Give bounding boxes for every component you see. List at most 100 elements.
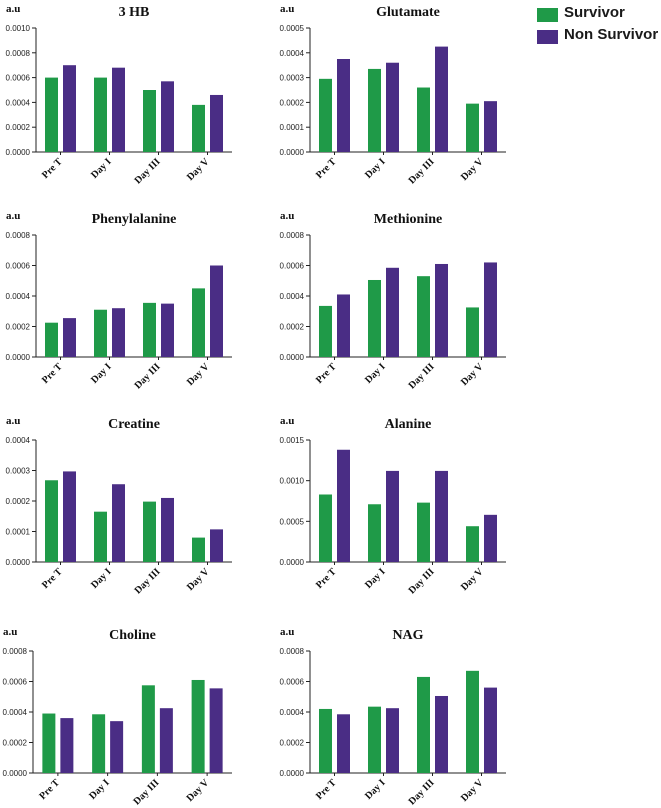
x-tick-label-creatine-day-iii: Day III (133, 566, 163, 596)
bar-3-hb-day-iii-non-survivor (161, 81, 174, 152)
y-tick-label-nag-4: 0.0008 (280, 647, 305, 656)
bar-glutamate-day-v-survivor (466, 103, 479, 152)
x-tick-label-creatine-pre-t: Pre T (40, 566, 65, 591)
x-tick-label-methionine-pre-t: Pre T (314, 361, 339, 386)
bar-alanine-day-v-survivor (466, 526, 479, 562)
y-tick-label-methionine-2: 0.0004 (280, 292, 305, 301)
x-tick-label-alanine-day-iii: Day III (407, 566, 437, 596)
x-tick-label-choline-day-v: Day V (185, 777, 212, 804)
y-tick-label-methionine-4: 0.0008 (280, 231, 305, 240)
y-unit-label-choline: a.u (3, 626, 17, 638)
y-tick-label-choline-1: 0.0002 (3, 739, 28, 748)
y-tick-label-alanine-1: 0.0005 (280, 517, 305, 526)
bar-glutamate-day-iii-non-survivor (435, 46, 448, 152)
y-unit-label-creatine: a.u (6, 415, 20, 427)
chart-title-choline: Choline (109, 628, 156, 643)
bar-phenylalanine-day-iii-survivor (143, 302, 156, 357)
y-unit-label-glutamate: a.u (280, 3, 294, 15)
y-tick-label-alanine-0: 0.0000 (280, 558, 305, 567)
chart-3-hb: 3 HB a.u 0.0000 0.0002 0.0004 0.0006 0.0008 0.0… (6, 3, 232, 186)
bar-creatine-day-i-survivor (94, 511, 107, 562)
chart-title-phenylalanine: Phenylalanine (92, 212, 177, 227)
y-tick-label-choline-4: 0.0008 (3, 647, 28, 656)
bar-choline-pre-t-survivor (42, 713, 56, 773)
x-tick-label-choline-day-iii: Day III (132, 777, 162, 807)
chart-alanine: Alanine a.u 0.0000 0.0005 0.0010 0.0015 Pre T D… (280, 415, 506, 596)
chart-phenylalanine: Phenylalanine a.u 0.0000 0.0002 0.0004 0.0006… (6, 210, 232, 391)
bar-choline-day-iii-survivor (141, 685, 155, 773)
y-tick-label-nag-2: 0.0004 (280, 708, 305, 717)
bar-nag-day-i-non-survivor (386, 708, 399, 773)
x-tick-label-alanine-pre-t: Pre T (314, 566, 339, 591)
chart-title-3-hb: 3 HB (119, 5, 150, 20)
bar-methionine-day-i-non-survivor (386, 267, 399, 357)
y-unit-label-nag: a.u (280, 626, 294, 638)
x-tick-label-glutamate-day-v: Day V (459, 156, 486, 183)
bar-phenylalanine-day-iii-non-survivor (161, 303, 174, 357)
bar-3-hb-pre-t-survivor (45, 77, 58, 152)
bar-methionine-day-v-non-survivor (484, 262, 497, 357)
bar-alanine-day-i-non-survivor (386, 470, 399, 562)
x-tick-label-phenylalanine-day-i: Day I (89, 361, 114, 386)
bar-glutamate-pre-t-non-survivor (337, 59, 350, 152)
bar-choline-day-i-non-survivor (110, 721, 124, 773)
y-tick-label-nag-0: 0.0000 (280, 769, 305, 778)
y-tick-label-glutamate-2: 0.0002 (280, 98, 305, 107)
bar-creatine-pre-t-non-survivor (63, 471, 76, 562)
chart-title-methionine: Methionine (374, 212, 442, 227)
bar-phenylalanine-pre-t-non-survivor (63, 318, 76, 357)
y-tick-label-3-hb-3: 0.0006 (6, 74, 31, 83)
x-tick-label-phenylalanine-pre-t: Pre T (40, 361, 65, 386)
bar-phenylalanine-day-v-non-survivor (210, 265, 223, 357)
x-tick-label-glutamate-day-i: Day I (363, 156, 388, 181)
bar-creatine-pre-t-survivor (45, 480, 58, 562)
y-tick-label-creatine-3: 0.0003 (6, 467, 31, 476)
legend-label-survivor: Survivor (564, 4, 625, 21)
y-tick-label-3-hb-5: 0.0010 (6, 24, 31, 33)
bar-methionine-pre-t-survivor (319, 305, 332, 357)
bar-phenylalanine-pre-t-survivor (45, 322, 58, 357)
bar-3-hb-day-v-survivor (192, 104, 205, 152)
x-tick-label-choline-day-i: Day I (87, 777, 112, 802)
bar-nag-pre-t-non-survivor (337, 714, 350, 773)
y-tick-label-choline-0: 0.0000 (3, 769, 28, 778)
y-tick-label-3-hb-1: 0.0002 (6, 123, 31, 132)
y-tick-label-3-hb-4: 0.0008 (6, 49, 31, 58)
bar-nag-day-iii-non-survivor (435, 695, 448, 773)
bar-3-hb-day-iii-survivor (143, 90, 156, 152)
y-tick-label-nag-1: 0.0002 (280, 739, 305, 748)
x-tick-label-creatine-day-i: Day I (89, 566, 114, 591)
bar-3-hb-day-v-non-survivor (210, 94, 223, 152)
bar-phenylalanine-day-i-non-survivor (112, 308, 125, 357)
legend-item-survivor: Survivor (537, 4, 661, 26)
bar-nag-day-v-non-survivor (484, 687, 497, 773)
y-tick-label-nag-3: 0.0006 (280, 678, 305, 687)
y-tick-label-methionine-1: 0.0002 (280, 323, 305, 332)
y-tick-label-creatine-4: 0.0004 (6, 436, 31, 445)
bar-alanine-day-i-survivor (368, 504, 381, 562)
bar-nag-day-i-survivor (368, 706, 381, 773)
bar-methionine-pre-t-non-survivor (337, 294, 350, 357)
chart-choline: Choline a.u 0.0000 0.0002 0.0004 0.0006 0.0008… (3, 626, 232, 807)
y-tick-label-creatine-1: 0.0001 (6, 528, 31, 537)
y-unit-label-phenylalanine: a.u (6, 210, 20, 222)
x-tick-label-nag-day-iii: Day III (407, 777, 437, 807)
y-tick-label-choline-2: 0.0004 (3, 708, 28, 717)
bar-nag-day-iii-survivor (417, 676, 430, 773)
bar-glutamate-day-i-non-survivor (386, 62, 399, 152)
bar-nag-day-v-survivor (466, 670, 479, 773)
y-tick-label-alanine-2: 0.0010 (280, 477, 305, 486)
x-tick-label-nag-day-i: Day I (363, 777, 388, 802)
x-tick-label-creatine-day-v: Day V (185, 566, 212, 593)
bar-phenylalanine-day-v-survivor (192, 288, 205, 357)
y-tick-label-phenylalanine-3: 0.0006 (6, 262, 31, 271)
chart-creatine: Creatine a.u 0.0000 0.0001 0.0002 0.0003 0.000… (6, 415, 232, 596)
x-tick-label-alanine-day-i: Day I (363, 566, 388, 591)
bar-alanine-day-v-non-survivor (484, 514, 497, 562)
chart-title-nag: NAG (392, 628, 423, 643)
bar-alanine-day-iii-non-survivor (435, 470, 448, 562)
bar-creatine-day-i-non-survivor (112, 484, 125, 562)
y-tick-label-phenylalanine-4: 0.0008 (6, 231, 31, 240)
x-tick-label-phenylalanine-day-v: Day V (185, 361, 212, 388)
